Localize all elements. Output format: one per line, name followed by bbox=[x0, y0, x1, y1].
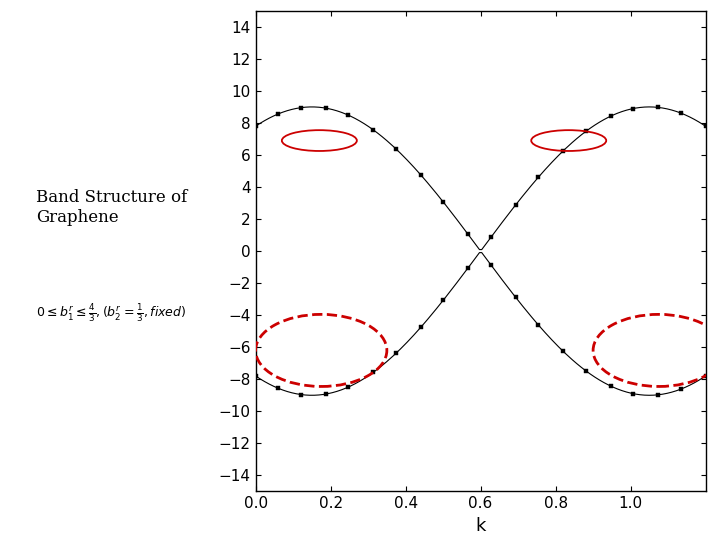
Text: $0 \leq b_1^r \leq \frac{4}{3},(b_2^r = \frac{1}{3}, fixed)$: $0 \leq b_1^r \leq \frac{4}{3},(b_2^r = … bbox=[36, 302, 186, 325]
Text: Band Structure of
Graphene: Band Structure of Graphene bbox=[36, 189, 187, 226]
X-axis label: k: k bbox=[475, 517, 486, 535]
